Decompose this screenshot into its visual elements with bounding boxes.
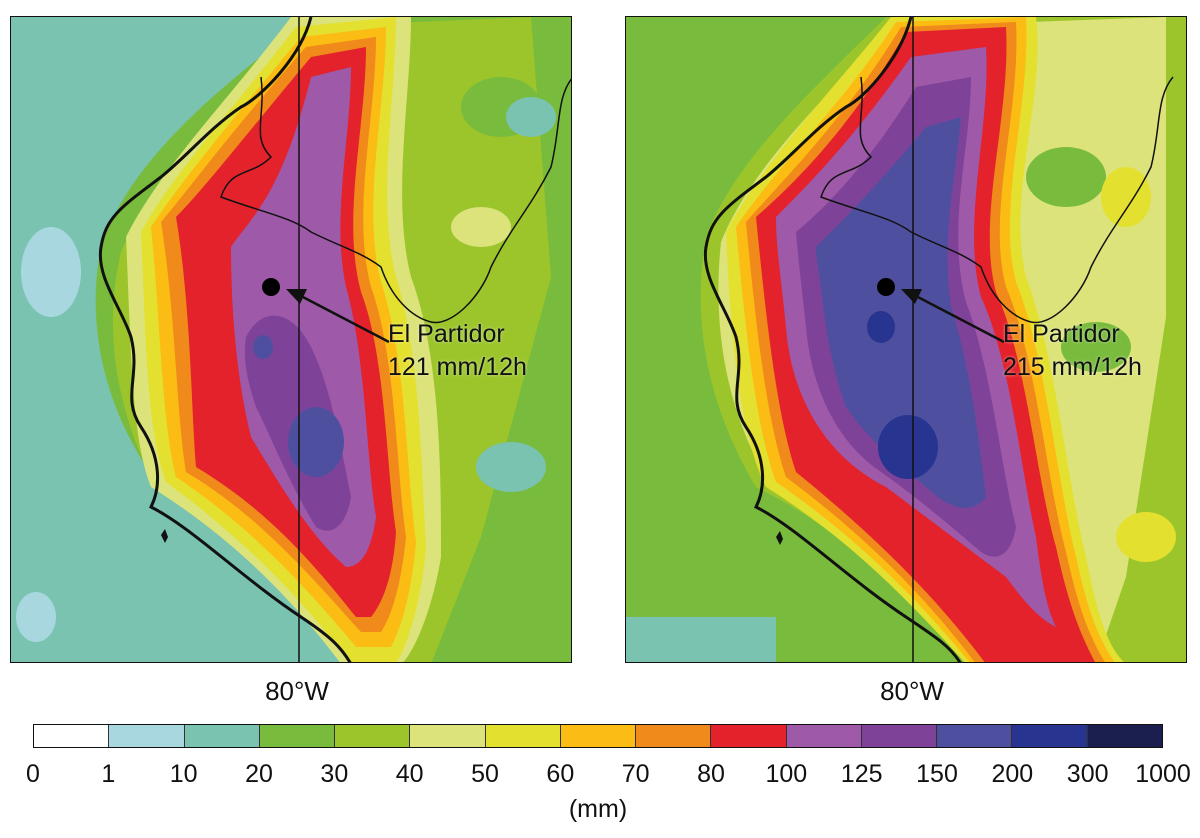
colorbar-segment: [937, 725, 1013, 747]
colorbar-tick-label: 150: [916, 760, 958, 788]
colorbar-segment: [410, 725, 486, 747]
colorbar-segment: [560, 725, 637, 747]
colorbar-tick-label: 125: [840, 760, 883, 788]
colorbar-tick-label: 10: [169, 760, 198, 788]
colorbar-segment: [259, 725, 336, 747]
station-value-right: 215 mm/12h: [1003, 353, 1142, 381]
colorbar-segment: [34, 725, 110, 747]
colorbar-unit-label: (mm): [568, 795, 628, 823]
colorbar-tick-label: 70: [621, 760, 650, 788]
map-panel-left: [10, 16, 572, 663]
colorbar-tick-label: 40: [395, 760, 424, 788]
colorbar-segment: [861, 725, 938, 747]
station-value-left: 121 mm/12h: [388, 353, 527, 381]
colorbar-segment: [184, 725, 260, 747]
longitude-label-left: 80°W: [265, 676, 329, 706]
colorbar-tick-label: 50: [471, 760, 499, 788]
precip-map-right: [626, 17, 1186, 662]
colorbar-tick-label: 60: [546, 760, 575, 788]
colorbar-tick-label: 200: [991, 760, 1034, 788]
colorbar-tick-label: 80: [697, 760, 725, 788]
colorbar-segment: [335, 725, 411, 747]
station-label-right: El Partidor 215 mm/12h: [1003, 318, 1142, 384]
station-label-left: El Partidor 121 mm/12h: [388, 318, 527, 384]
colorbar-segment: [636, 725, 712, 747]
station-marker-right: [877, 278, 895, 296]
station-name-right: El Partidor: [1003, 320, 1120, 348]
colorbar-tick-label: 100: [765, 760, 808, 788]
colorbar-tick-label: 0: [26, 760, 40, 788]
colorbar-segment: [1012, 725, 1088, 747]
colorbar-segment: [711, 725, 787, 747]
colorbar-tick-label: 30: [320, 760, 349, 788]
colorbar-tick-label: 1000: [1135, 760, 1191, 788]
longitude-label-right: 80°W: [880, 676, 944, 706]
station-name-left: El Partidor: [388, 320, 505, 348]
colorbar-tick-label: 300: [1066, 760, 1109, 788]
colorbar-segment: [109, 725, 185, 747]
colorbar-tick-label: 20: [245, 760, 273, 788]
colorbar-segment: [485, 725, 561, 747]
colorbar-segment: [1087, 725, 1162, 747]
precip-map-left: [11, 17, 571, 662]
colorbar-segment: [786, 725, 862, 747]
colorbar: [33, 724, 1163, 748]
map-panel-right: [625, 16, 1187, 663]
station-marker-left: [262, 278, 280, 296]
colorbar-tick-label: 1: [101, 760, 116, 788]
